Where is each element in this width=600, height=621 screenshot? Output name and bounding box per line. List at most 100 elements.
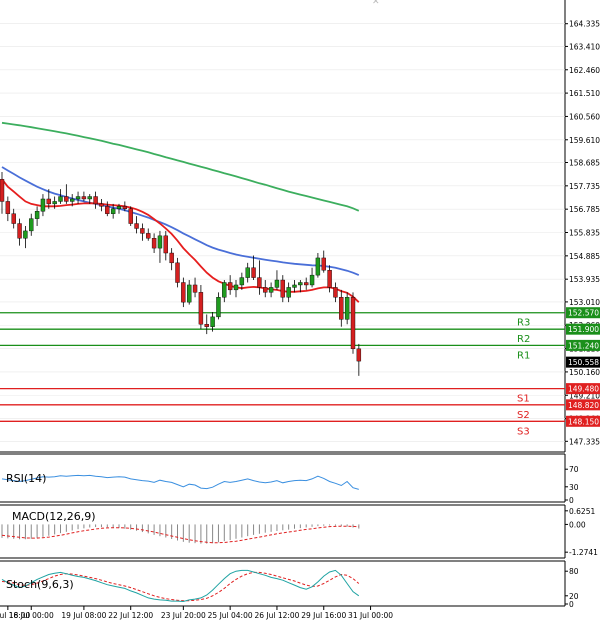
candle-body	[327, 270, 332, 288]
candle-body	[233, 284, 239, 291]
price-tick-label: 155.835	[569, 229, 600, 238]
level-price-label: 151.240	[568, 341, 599, 350]
price-pane: 164.335 163.410 162.460 161.510 160.560 159.6…	[0, 0, 600, 453]
candle-body	[46, 198, 51, 205]
candle-body	[304, 282, 309, 286]
level-price-label: 149.480	[568, 385, 599, 394]
level-price-box	[566, 323, 600, 335]
candle-body	[58, 196, 63, 202]
price-tick-label: 162.460	[569, 66, 600, 75]
indicator-tick-label: 0.6251	[569, 507, 595, 516]
stoch-title: Stoch(9,6,3)	[6, 578, 74, 591]
candle-body	[280, 279, 285, 298]
level-price-label: 152.570	[568, 309, 599, 318]
candle-body	[169, 252, 174, 264]
rsi-axis: 70 30 0	[565, 465, 579, 505]
candle-body	[157, 235, 163, 249]
level-price-box	[566, 339, 600, 351]
candle-body	[128, 208, 133, 224]
ma-slow-line	[1, 121, 360, 212]
candle-body	[274, 279, 280, 288]
level-label-r2: R2	[517, 334, 530, 345]
price-tick-label: 153.935	[569, 275, 600, 284]
candle-body	[17, 223, 22, 239]
candle-body	[5, 201, 11, 214]
candle-body	[227, 282, 233, 291]
indicator-tick-label: 30	[569, 483, 579, 492]
price-tick-label: 161.510	[569, 89, 600, 98]
candle-body	[151, 238, 157, 249]
macd-pane: 0.6251 0.00 -1.2741 MACD(12,26,9)	[0, 504, 598, 559]
candle-body	[122, 206, 128, 210]
stoch-axis: 80 200	[565, 567, 579, 609]
candle-body	[99, 203, 104, 207]
stoch-pane: 80 200 Stoch(9,6,3)	[0, 560, 579, 609]
level-price-label: 151.900	[568, 325, 599, 334]
time-tick-label: 26 Jul 12:00	[254, 611, 299, 620]
price-tick-label: 158.685	[569, 158, 600, 167]
level-label-s3: S3	[517, 426, 530, 437]
pane-close-mark: ✕	[372, 0, 380, 7]
candlesticks	[0, 171, 362, 376]
candle-body	[315, 257, 321, 276]
price-tick-label: 147.335	[569, 437, 600, 446]
pivot-levels: 152.570 R3 151.900 R2 151.240 R1 149.480 S1 148.…	[0, 307, 600, 437]
level-label-s2: S2	[517, 410, 530, 421]
candle-body	[321, 257, 326, 271]
rsi-title: RSI(14)	[6, 472, 46, 485]
candle-body	[146, 233, 151, 239]
price-tick-label: 160.560	[569, 112, 600, 121]
indicator-tick-label: 0	[569, 496, 574, 505]
level-price-label: 148.150	[568, 417, 599, 426]
candle-body	[204, 324, 209, 327]
price-tick-label: 153.010	[569, 298, 600, 307]
candle-body	[216, 297, 221, 318]
candle-body	[298, 282, 303, 286]
time-tick-label: 19 Jul 08:00	[61, 611, 106, 620]
rsi-pane: 70 30 0 RSI(14)	[0, 453, 579, 505]
level-price-box	[566, 399, 600, 411]
candle-body	[257, 277, 262, 288]
candle-body	[286, 287, 291, 298]
candle-body	[11, 213, 16, 224]
last-price-marker: 150.558	[566, 356, 600, 368]
candle-body	[222, 282, 227, 298]
candle-body	[309, 274, 315, 286]
candle-body	[210, 316, 215, 327]
time-tick-label: 18 Jul 00:00	[9, 611, 54, 620]
candle-body	[140, 228, 145, 234]
stoch-signal-line	[1, 571, 360, 602]
candle-body	[192, 284, 198, 293]
candle-body	[134, 223, 139, 229]
price-tick-label: 163.410	[569, 42, 600, 51]
indicator-tick-label: 20	[569, 592, 579, 601]
candle-body	[64, 196, 69, 202]
level-label-r3: R3	[517, 318, 530, 329]
candle-body	[163, 235, 169, 254]
level-price-box	[566, 415, 600, 427]
time-tick-label: 29 Jul 16:00	[301, 611, 346, 620]
candle-body	[81, 196, 87, 200]
candle-body	[251, 267, 256, 278]
level-label-s1: S1	[517, 394, 530, 405]
price-tick-label: 164.335	[569, 20, 600, 29]
candle-body	[175, 262, 180, 283]
candle-body	[186, 284, 192, 303]
level-price-box	[566, 383, 600, 395]
level-label-r1: R1	[517, 350, 530, 361]
candle-body	[75, 196, 81, 200]
candle-body	[34, 211, 40, 219]
time-tick-label: 17 Jul 16:00	[0, 611, 31, 620]
price-tick-label: 149.210	[569, 391, 600, 400]
indicator-tick-label: 80	[569, 567, 579, 576]
macd-title: MACD(12,26,9)	[12, 510, 96, 523]
candle-body	[245, 267, 250, 278]
price-tick-label: 157.735	[569, 182, 600, 191]
candle-body	[333, 287, 338, 298]
candle-body	[87, 196, 92, 200]
candle-body	[23, 230, 28, 239]
time-tick-label: 31 Jul 00:00	[348, 611, 393, 620]
candle-body	[350, 297, 356, 350]
candle-body	[40, 198, 46, 212]
